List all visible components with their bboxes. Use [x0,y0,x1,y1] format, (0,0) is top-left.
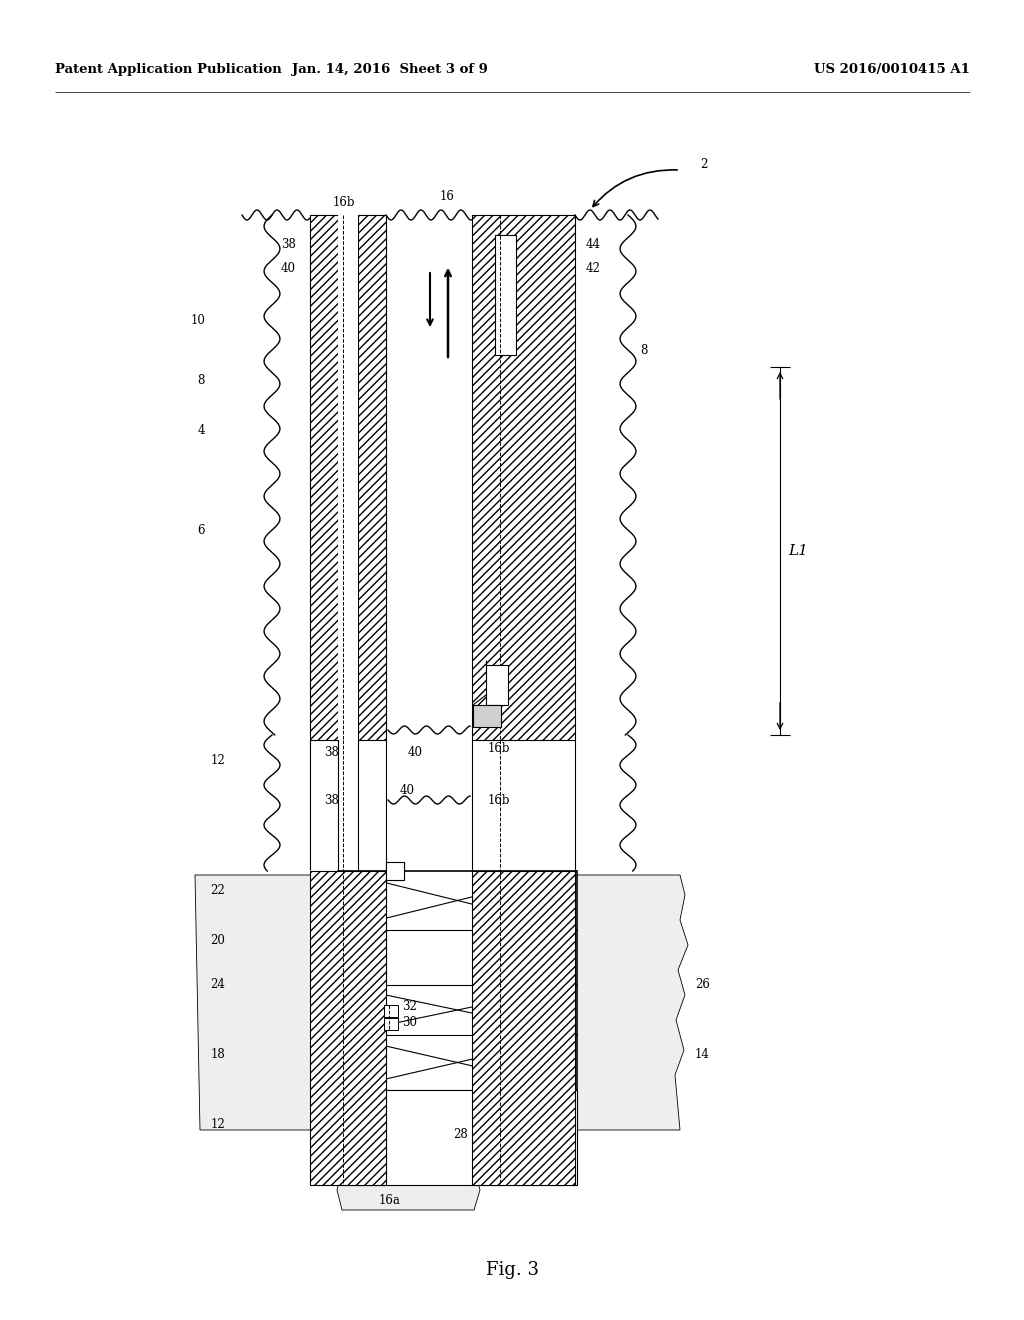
Bar [472,215,575,741]
Polygon shape [475,875,688,1130]
Text: 30: 30 [402,1015,417,1028]
Text: 14: 14 [695,1048,710,1061]
Text: 44: 44 [586,239,601,252]
Text: 32: 32 [402,1001,417,1014]
Text: 4: 4 [198,424,205,437]
Bar [338,871,577,1185]
Bar [384,1005,398,1016]
Bar [338,1090,577,1185]
Text: 38: 38 [325,793,339,807]
Bar [310,215,338,741]
Text: 2: 2 [700,158,708,172]
Bar [386,862,404,880]
Text: 40: 40 [400,784,415,796]
Bar [473,705,501,727]
Text: L1: L1 [788,544,808,558]
Text: 42: 42 [586,261,601,275]
Text: US 2016/0010415 A1: US 2016/0010415 A1 [814,63,970,77]
Bar [358,215,386,741]
Text: 20: 20 [210,933,225,946]
Text: 16b: 16b [333,197,355,210]
Text: Jan. 14, 2016  Sheet 3 of 9: Jan. 14, 2016 Sheet 3 of 9 [292,63,488,77]
Text: 8: 8 [198,374,205,387]
Text: 22: 22 [210,883,225,896]
Text: 40: 40 [408,747,423,759]
Bar [486,665,508,705]
Text: 38: 38 [282,239,296,252]
Bar [310,871,386,1185]
Text: Patent Application Publication: Patent Application Publication [55,63,282,77]
Text: 38: 38 [325,747,339,759]
Text: 16b: 16b [488,793,511,807]
Text: 16: 16 [440,190,455,202]
Text: 10: 10 [190,314,205,326]
Text: 12: 12 [210,1118,225,1131]
Bar [472,871,575,1185]
Text: 40: 40 [281,261,296,275]
Text: 6: 6 [198,524,205,536]
Bar [384,1018,398,1030]
Bar [495,235,516,355]
Text: 18: 18 [210,1048,225,1061]
Polygon shape [337,1130,480,1210]
Polygon shape [195,875,382,1130]
Text: 24: 24 [210,978,225,991]
Text: 16a: 16a [379,1193,401,1206]
Text: 8: 8 [640,343,647,356]
Bar [338,215,358,741]
Text: 16b: 16b [488,742,511,755]
Text: 12: 12 [210,754,225,767]
Text: 28: 28 [453,1129,468,1142]
Text: 26: 26 [695,978,710,991]
Text: Fig. 3: Fig. 3 [485,1261,539,1279]
